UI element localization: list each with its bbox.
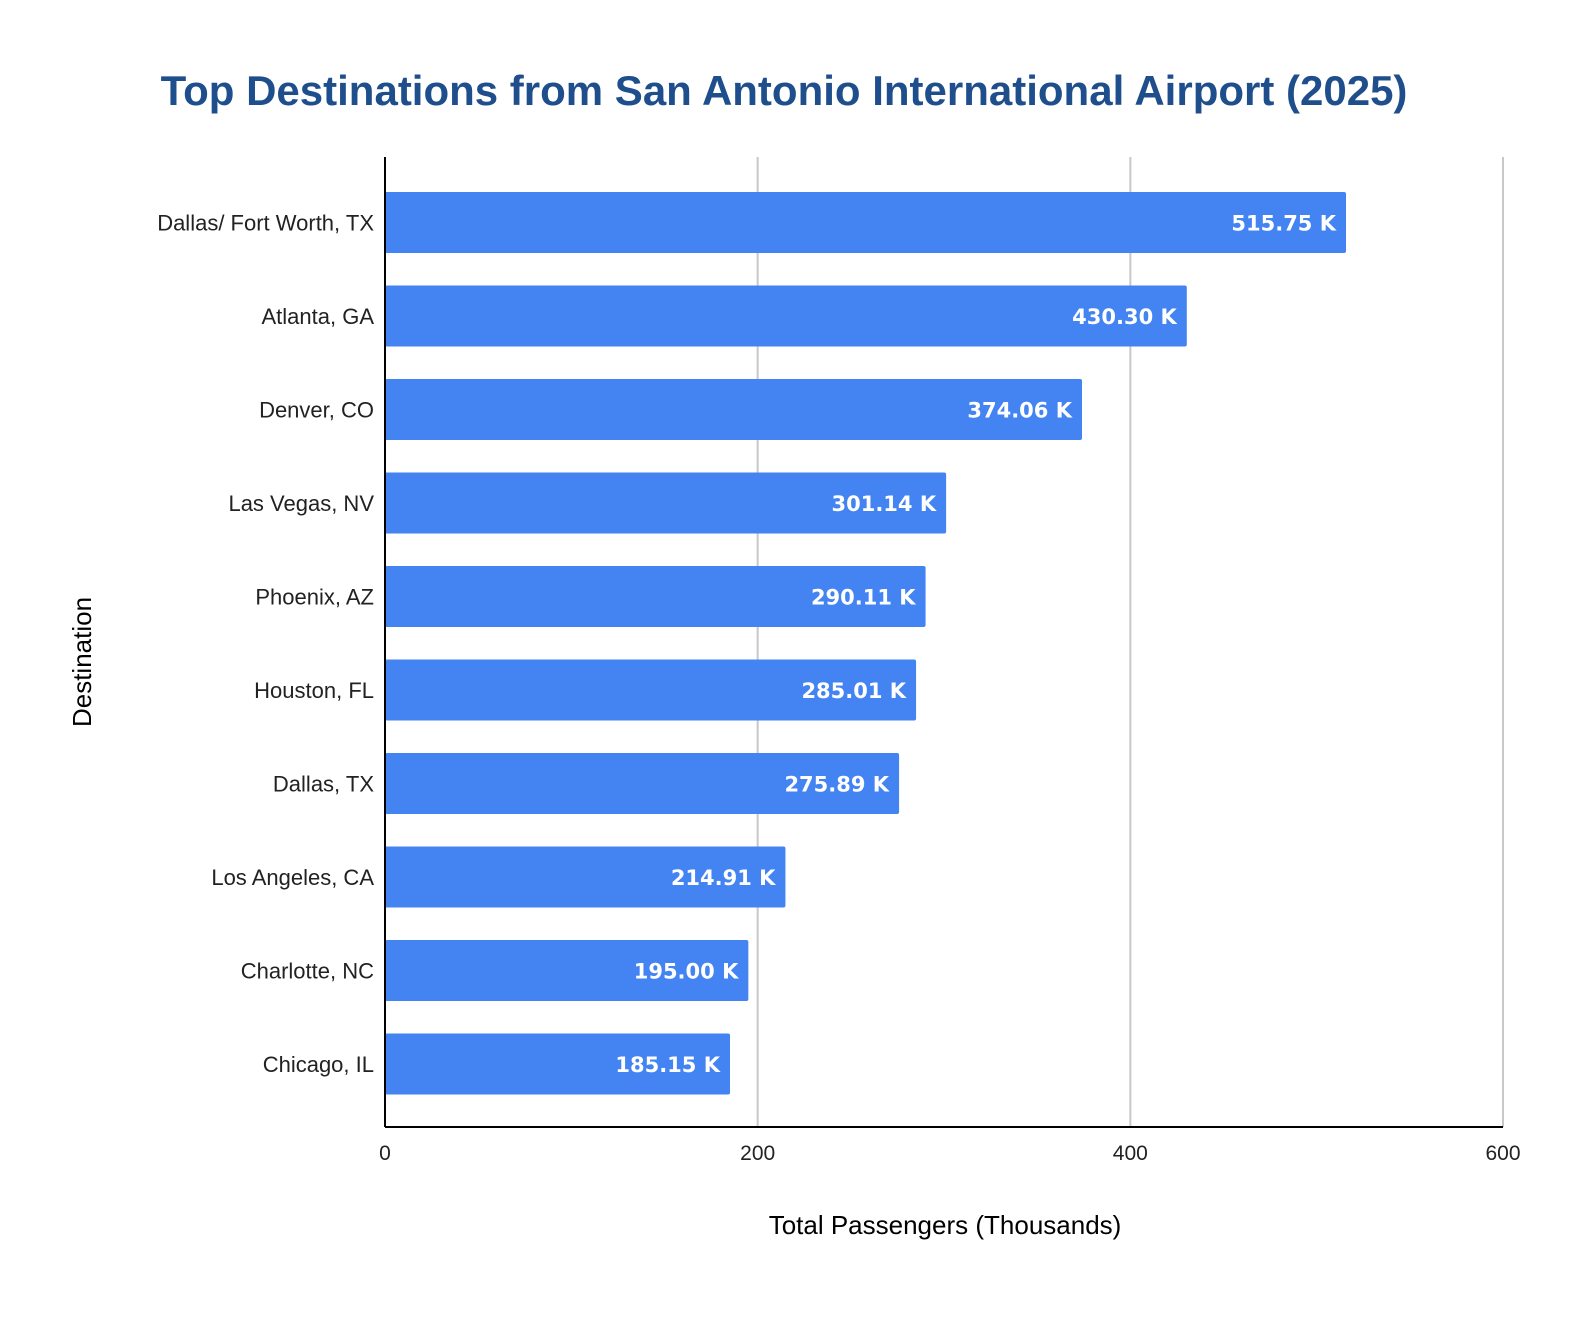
bar-dallas-fort-worth-tx (385, 192, 1347, 253)
category-label-dallas-fort-worth-tx: Dallas/ Fort Worth, TX (157, 211, 374, 236)
bar-charlotte-nc (385, 940, 749, 1001)
data-label-denver-co: 374.06 K (967, 399, 1072, 423)
x-tick-label-400: 400 (1113, 1142, 1148, 1165)
category-label-atlanta-ga: Atlanta, GA (261, 304, 374, 329)
category-label-houston-fl: Houston, FL (254, 678, 374, 703)
category-label-denver-co: Denver, CO (259, 398, 374, 423)
x-axis-title: Total Passengers (Thousands) (769, 1210, 1122, 1240)
data-label-phoenix-az: 290.11 K (811, 586, 916, 610)
category-label-los-angeles-ca: Los Angeles, CA (211, 865, 374, 890)
bar-los-angeles-ca (385, 846, 786, 908)
category-labels: Dallas/ Fort Worth, TX Atlanta, GA Denver,… (157, 211, 374, 1078)
category-label-las-vegas-nv: Las Vegas, NV (228, 491, 374, 516)
data-label-las-vegas-nv: 301.14 K (831, 492, 936, 516)
x-tick-label-600: 600 (1485, 1142, 1520, 1165)
data-label-charlotte-nc: 195.00 K (634, 960, 739, 984)
axes (384, 157, 1503, 1128)
bar-denver-co (385, 379, 1082, 440)
category-label-charlotte-nc: Charlotte, NC (241, 959, 374, 984)
x-tick-label-200: 200 (740, 1142, 775, 1165)
bar-atlanta-ga (385, 285, 1187, 347)
data-label-atlanta-ga: 430.30 K (1072, 305, 1177, 329)
data-label-dallas-tx: 275.89 K (784, 773, 889, 797)
data-label-chicago-il: 185.15 K (615, 1053, 720, 1077)
data-label-dallas-fort-worth-tx: 515.75 K (1231, 212, 1336, 236)
chart-title: Top Destinations from San Antonio Intern… (161, 67, 1408, 114)
data-labels: 515.75 K 430.30 K 374.06 K 301.14 K 290.11 K… (615, 212, 1336, 1078)
bars (385, 192, 1347, 1095)
category-label-dallas-tx: Dallas, TX (273, 772, 374, 797)
bar-phoenix-az (385, 566, 926, 627)
data-label-houston-fl: 285.01 K (801, 679, 906, 703)
bar-las-vegas-nv (385, 472, 947, 534)
y-axis-title: Destination (67, 597, 97, 727)
bar-houston-fl (385, 659, 917, 721)
x-tick-label-0: 0 (379, 1142, 391, 1165)
x-tick-labels: 0 200 400 600 (379, 1142, 1520, 1165)
category-label-chicago-il: Chicago, IL (263, 1052, 374, 1077)
data-label-los-angeles-ca: 214.91 K (671, 866, 776, 890)
bar-chicago-il (385, 1033, 730, 1095)
bar-dallas-tx (385, 753, 900, 814)
category-label-phoenix-az: Phoenix, AZ (255, 585, 374, 610)
